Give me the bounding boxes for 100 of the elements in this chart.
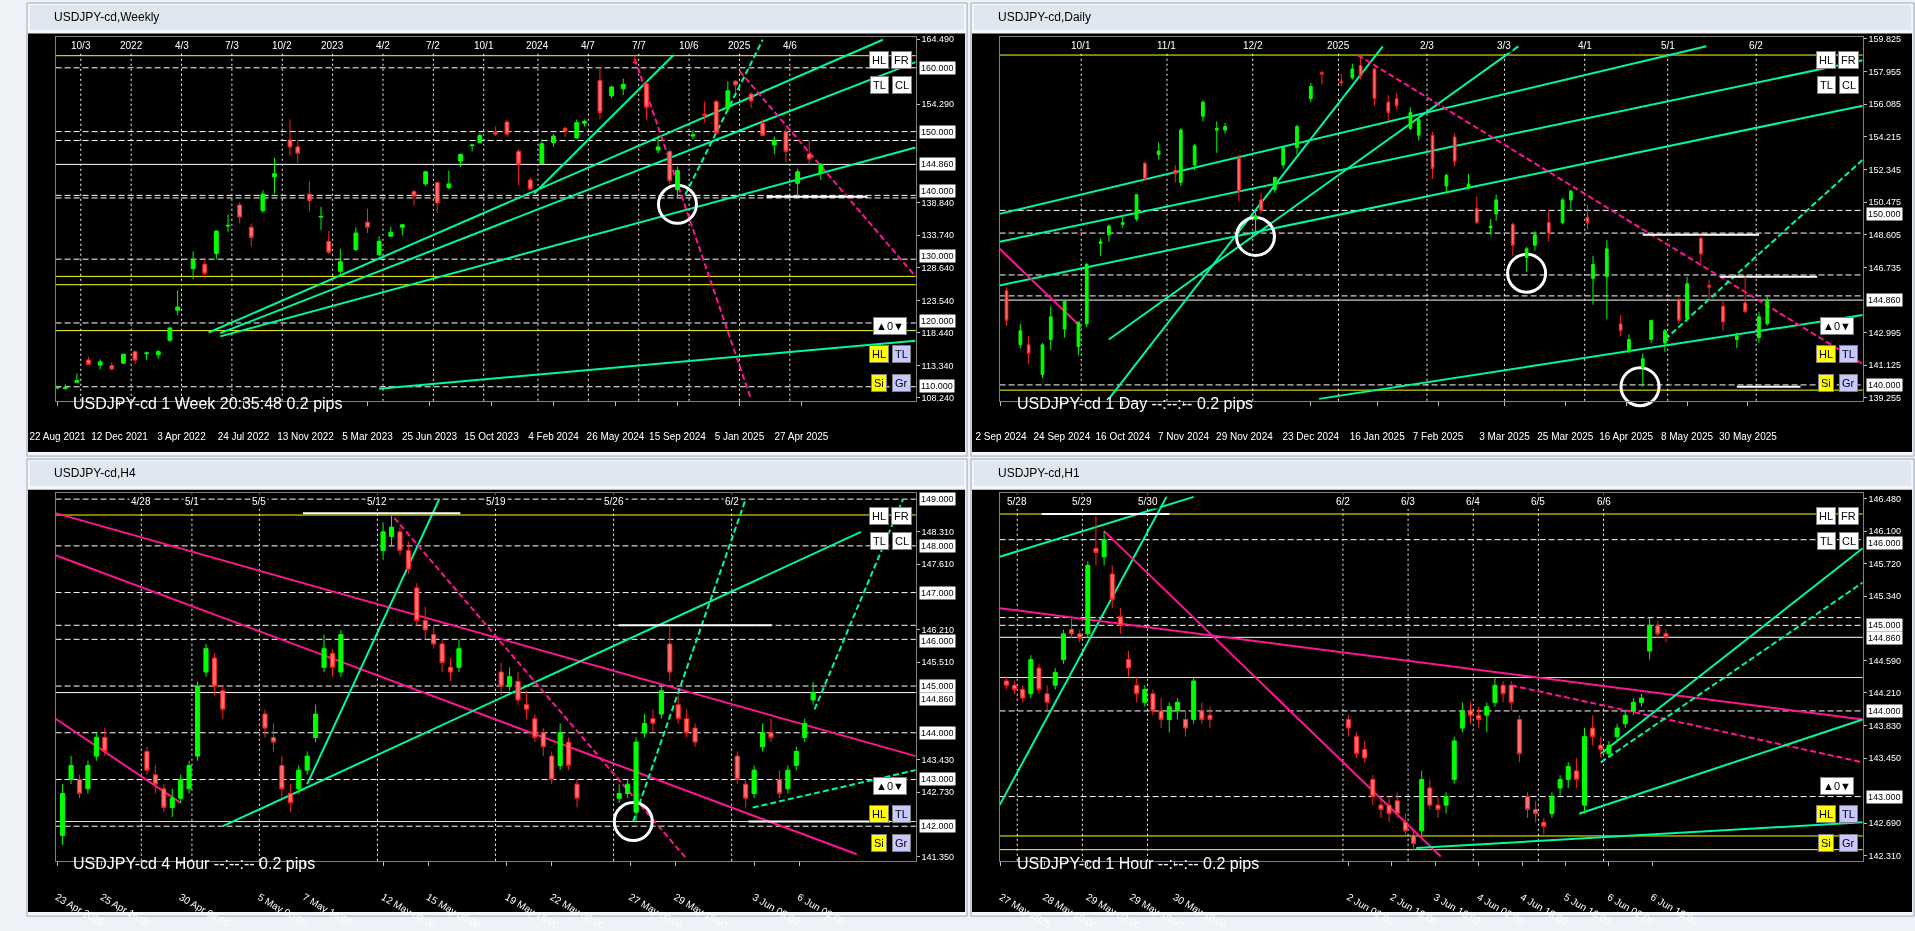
annotation: HL <box>872 510 887 522</box>
ref-line-label: 143.000 <box>921 774 954 784</box>
annotation: TL <box>1820 535 1833 547</box>
x-tick-label: 3 Apr 2022 <box>157 430 207 442</box>
ref-line-label: 160.000 <box>921 63 954 73</box>
y-tick-label: 138.840 <box>921 197 955 208</box>
y-tick-label: 142.310 <box>1868 850 1902 861</box>
y-tick-label: 143.430 <box>921 754 955 765</box>
annotation: TL <box>873 535 886 547</box>
x-tick-label: 22 Aug 2021 <box>29 430 87 442</box>
ref-line-label: 144.000 <box>1868 706 1901 716</box>
x-tick-label: 26 May 2024 <box>586 430 645 442</box>
chart-title: USDJPY-cd,Weekly <box>54 10 160 24</box>
ref-line-label: 140.000 <box>1868 380 1901 390</box>
ref-line-label: 7/3 <box>225 40 240 51</box>
annotation: TL <box>1820 79 1833 91</box>
ref-line-label: 144.860 <box>921 694 954 704</box>
ref-line-label: 5/19 <box>486 496 506 507</box>
ref-line-label: 5/30 <box>1138 496 1158 507</box>
ref-line-label: 2/3 <box>1420 40 1435 51</box>
ref-line-label: 130.000 <box>921 251 954 261</box>
ref-line-label: 5/12 <box>367 496 387 507</box>
y-tick-label: 144.210 <box>1868 688 1902 699</box>
ref-line-label: 4/6 <box>783 40 798 51</box>
ref-line-label: 6/5 <box>1531 496 1546 507</box>
ref-line-label: 150.000 <box>1868 209 1901 219</box>
annotation: CL <box>1842 535 1857 547</box>
ref-line-label: 2025 <box>1327 40 1350 51</box>
annotation: Gr <box>895 837 908 849</box>
ref-line-label: 7/2 <box>426 40 441 51</box>
y-tick-label: 146.735 <box>1868 262 1902 273</box>
annotation: Si <box>874 377 884 389</box>
annotation: TL <box>895 808 908 820</box>
y-tick-label: 143.450 <box>1868 753 1902 764</box>
annotation: Si <box>1821 377 1831 389</box>
x-tick-label: 16 Oct 2024 <box>1095 430 1151 442</box>
annotation: Gr <box>895 377 908 389</box>
ref-line-label: 10/1 <box>1071 40 1091 51</box>
x-tick-label: 2 Sep 2024 <box>975 430 1027 442</box>
chart-title: USDJPY-cd,Daily <box>998 10 1091 24</box>
annotation: ▲0▼ <box>1823 320 1851 332</box>
annotation: Si <box>874 837 884 849</box>
annotation: FR <box>894 54 909 66</box>
x-tick-label: 7 May 16:00 <box>300 891 355 929</box>
y-tick-label: 154.215 <box>1868 131 1902 142</box>
annotation: Gr <box>1842 837 1855 849</box>
annotation: FR <box>1841 54 1856 66</box>
ref-line-label: 2025 <box>728 40 751 51</box>
ref-line-label: 5/29 <box>1072 496 1092 507</box>
ref-line-label: 4/1 <box>1578 40 1593 51</box>
y-tick-label: 147.610 <box>921 559 955 570</box>
ref-line-label: 144.000 <box>921 728 954 738</box>
ref-line-label: 5/5 <box>252 496 267 507</box>
x-tick-label: 29 Nov 2024 <box>1216 430 1274 442</box>
annotation: CL <box>895 79 910 91</box>
ref-line-label: 140.000 <box>921 186 954 196</box>
y-tick-label: 145.340 <box>1868 591 1902 602</box>
y-tick-label: 150.475 <box>1868 197 1902 208</box>
annotation: TL <box>895 348 908 360</box>
y-tick-label: 145.720 <box>1868 558 1902 569</box>
x-tick-label: 23 Dec 2024 <box>1282 430 1340 442</box>
annotation: HL <box>1819 510 1834 522</box>
ref-line-label: 10/3 <box>71 40 91 51</box>
ref-line-label: 7/7 <box>632 40 647 51</box>
x-tick-label: 8 May 2025 <box>1660 430 1714 442</box>
ref-line-label: 3/3 <box>1497 40 1512 51</box>
ref-line-label: 145.000 <box>1868 620 1901 630</box>
x-tick-label: 12 Dec 2021 <box>91 430 149 442</box>
ref-line-label: 144.860 <box>921 159 954 169</box>
annotation: HL <box>872 54 887 66</box>
ref-line-label: 10/1 <box>474 40 494 51</box>
ref-line-label: 146.000 <box>1868 538 1901 548</box>
y-tick-label: 148.605 <box>1868 229 1902 240</box>
y-tick-label: 154.290 <box>921 99 955 110</box>
annotation: Si <box>1821 837 1831 849</box>
ref-line-label: 6/2 <box>725 496 740 507</box>
ref-line-label: 149.000 <box>921 494 954 504</box>
y-tick-label: 152.345 <box>1868 164 1902 175</box>
ref-line-label: 146.000 <box>921 636 954 646</box>
y-tick-label: 142.995 <box>1868 327 1902 338</box>
x-tick-label: 7 Feb 2025 <box>1412 430 1464 442</box>
y-tick-label: 139.255 <box>1868 393 1902 404</box>
x-tick-label: 3 Mar 2025 <box>1479 430 1531 442</box>
y-tick-label: 144.590 <box>1868 655 1902 666</box>
ref-line-label: 148.000 <box>921 541 954 551</box>
annotation: HL <box>872 808 887 820</box>
ref-line-label: 4/2 <box>376 40 391 51</box>
ref-line-label: 4/3 <box>175 40 190 51</box>
x-tick-label: 6 Jun 18:00 <box>1648 891 1701 928</box>
y-tick-label: 164.490 <box>921 34 955 45</box>
ref-line-label: 6/4 <box>1466 496 1481 507</box>
ref-line-label: 5/1 <box>185 496 200 507</box>
ref-line-label: 144.860 <box>1868 295 1901 305</box>
x-tick-label: 30 May 2025 <box>1719 430 1778 442</box>
y-tick-label: 123.540 <box>921 295 955 306</box>
x-tick-label: 4 Feb 2024 <box>528 430 580 442</box>
ref-line-label: 147.000 <box>921 588 954 598</box>
x-tick-label: 5 Jan 2025 <box>714 430 765 442</box>
ref-line-label: 12/2 <box>1243 40 1263 51</box>
x-tick-label: 24 Jul 2022 <box>217 430 270 442</box>
